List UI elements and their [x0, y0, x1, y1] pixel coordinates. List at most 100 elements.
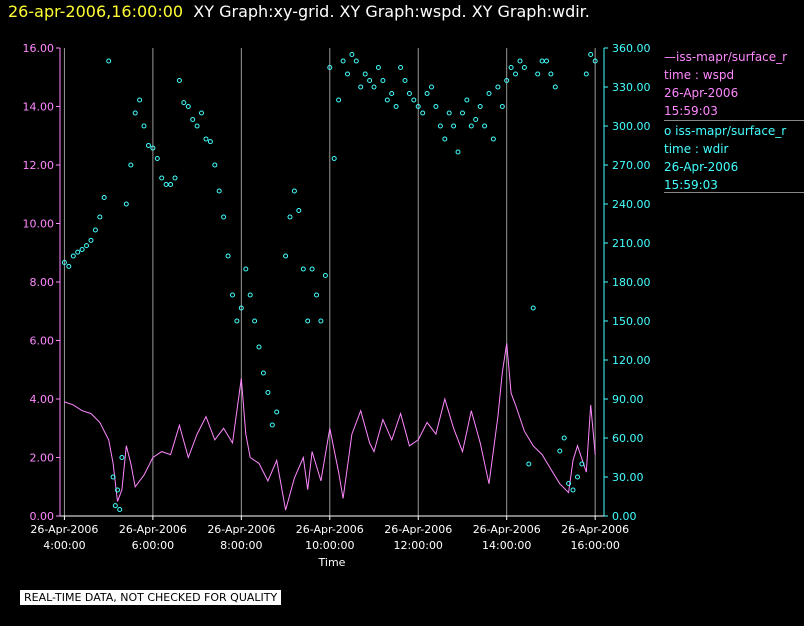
x-tick-date: 26-Apr-2006	[119, 523, 187, 536]
series-point-wdir	[92, 227, 98, 233]
series-point-wdir	[287, 214, 293, 220]
series-point-wdir	[238, 305, 244, 311]
series-point-wdir	[468, 123, 474, 129]
series-point-wdir	[592, 58, 598, 64]
series-point-wdir	[393, 104, 399, 109]
x-tick-time: 16:00:00	[570, 539, 619, 552]
series-point-wdir	[163, 182, 169, 187]
series-point-wdir	[548, 71, 554, 77]
series-point-wdir	[455, 149, 461, 155]
series-point-wdir	[309, 266, 315, 272]
right-tick-label: 30.00	[612, 471, 644, 484]
x-axis-label: Time	[318, 556, 346, 569]
series-point-wdir	[490, 136, 496, 142]
series-point-wdir	[168, 182, 174, 187]
series-point-wdir	[66, 263, 72, 269]
left-tick-label: 0.00	[30, 510, 55, 523]
legend-wdir-time: 15:59:03	[664, 178, 718, 192]
series-point-wdir	[172, 175, 178, 181]
series-point-wdir	[176, 78, 182, 83]
series-point-wdir	[375, 65, 381, 70]
series-point-wdir	[429, 84, 434, 90]
series-point-wdir	[411, 97, 417, 103]
x-tick-time: 6:00:00	[132, 539, 174, 552]
series-point-wdir	[495, 84, 501, 90]
quality-note: REAL-TIME DATA, NOT CHECKED FOR QUALITY	[20, 590, 282, 605]
series-point-wdir	[575, 474, 580, 480]
x-tick-date: 26-Apr-2006	[561, 523, 629, 536]
left-tick-label: 2.00	[30, 452, 55, 465]
left-tick-label: 4.00	[30, 393, 55, 406]
series-point-wdir	[473, 117, 479, 122]
series-point-wdir	[230, 292, 235, 298]
series-point-wdir	[353, 58, 359, 64]
legend-wdir-var: time : wdir	[664, 142, 729, 156]
series-point-wdir	[322, 273, 328, 278]
legend-wspd-var: time : wspd	[664, 68, 735, 82]
series-point-wdir	[203, 136, 209, 142]
series-point-wdir	[132, 110, 138, 116]
series-point-wdir	[345, 71, 350, 77]
series-point-wdir	[508, 65, 514, 70]
series-point-wdir	[234, 318, 240, 324]
series-point-wdir	[336, 97, 342, 103]
x-tick-time: 4:00:00	[43, 539, 85, 552]
series-point-wdir	[530, 305, 536, 311]
series-point-wdir	[566, 481, 572, 486]
series-point-wdir	[252, 318, 258, 324]
legend-wspd-date: 26-Apr-2006	[664, 86, 739, 100]
series-point-wdir	[212, 162, 218, 168]
series-point-wdir	[588, 52, 594, 57]
series-point-wdir	[389, 91, 395, 96]
legend-wdir-date: 26-Apr-2006	[664, 160, 739, 174]
series-point-wdir	[283, 253, 289, 259]
series-point-wdir	[117, 507, 123, 512]
right-tick-label: 90.00	[612, 393, 644, 406]
right-tick-label: 120.00	[612, 354, 651, 367]
series-point-wdir	[300, 266, 306, 272]
x-tick-date: 26-Apr-2006	[296, 523, 364, 536]
series-point-wdir	[79, 247, 85, 252]
series-point-wdir	[420, 110, 426, 116]
series-point-wdir	[358, 84, 364, 90]
right-tick-label: 210.00	[612, 237, 651, 250]
series-point-wdir	[552, 84, 558, 90]
series-point-wdir	[486, 91, 492, 96]
series-point-wdir	[424, 91, 430, 96]
series-point-wdir	[415, 104, 421, 109]
series-point-wdir	[327, 65, 333, 70]
series-point-wdir	[384, 97, 390, 103]
series-point-wdir	[544, 58, 549, 64]
right-tick-label: 300.00	[612, 120, 651, 133]
series-point-wdir	[112, 503, 118, 509]
right-tick-label: 240.00	[612, 198, 651, 211]
series-point-wdir	[504, 78, 510, 83]
series-point-wdir	[106, 58, 112, 64]
series-point-wdir	[499, 104, 505, 109]
right-tick-label: 180.00	[612, 276, 651, 289]
series-point-wdir	[101, 195, 107, 200]
series-point-wdir	[70, 253, 76, 259]
x-tick-date: 26-Apr-2006	[473, 523, 541, 536]
series-point-wdir	[265, 390, 271, 395]
series-point-wdir	[583, 71, 589, 77]
series-point-wdir	[110, 474, 116, 480]
legend-divider	[664, 192, 804, 193]
series-point-wdir	[115, 487, 120, 493]
series-point-wdir	[513, 71, 518, 77]
series-point-wdir	[88, 237, 94, 243]
series-point-wdir	[460, 110, 465, 116]
series-point-wdir	[123, 201, 129, 207]
title-date: 26-apr-2006,16:00:00	[8, 2, 184, 21]
series-point-wdir	[539, 58, 545, 64]
series-point-wdir	[199, 110, 204, 116]
right-tick-label: 150.00	[612, 315, 651, 328]
series-point-wdir	[305, 318, 311, 324]
series-point-wdir	[482, 123, 488, 129]
series-point-wdir	[406, 91, 412, 96]
series-point-wdir	[260, 370, 266, 376]
series-point-wdir	[362, 71, 368, 77]
left-tick-label: 8.00	[30, 276, 55, 289]
series-point-wdir	[570, 487, 576, 493]
series-point-wdir	[243, 266, 249, 272]
